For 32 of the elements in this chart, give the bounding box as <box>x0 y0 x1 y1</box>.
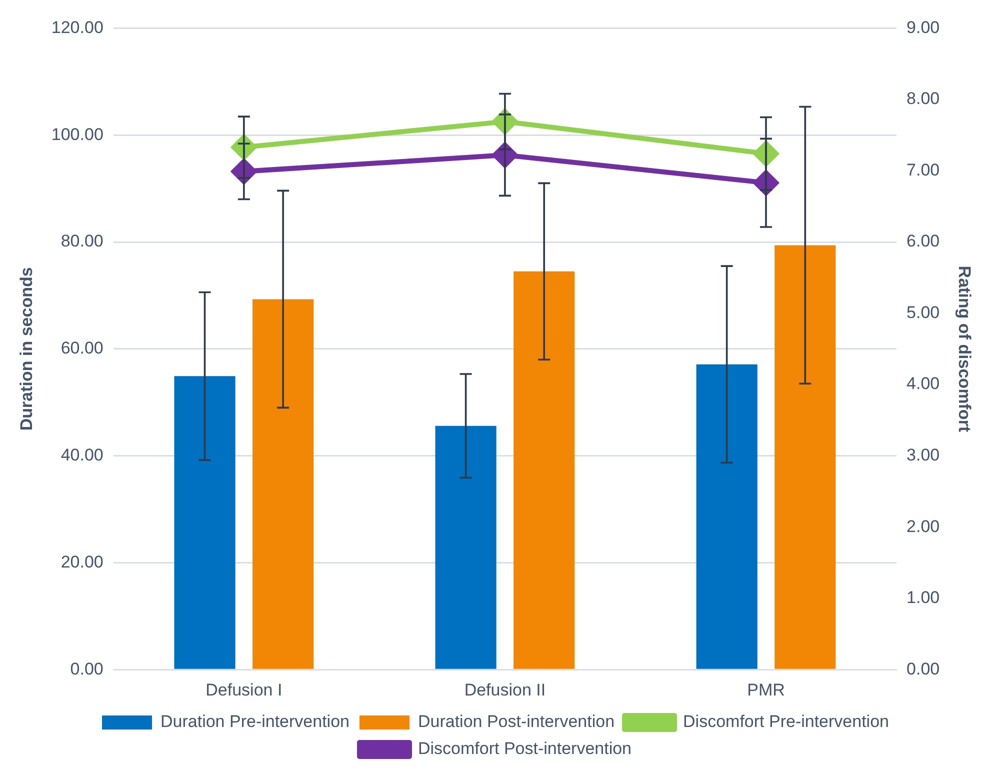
legend-label: Discomfort Post-intervention <box>418 739 632 758</box>
y2-tick-label: 3.00 <box>906 445 940 464</box>
y-tick-label: 0.00 <box>70 659 104 678</box>
y-axis-title: Duration in seconds <box>16 267 36 431</box>
y-tick-label: 40.00 <box>60 445 104 464</box>
y2-tick-label: 4.00 <box>906 374 940 394</box>
bar <box>696 364 758 669</box>
y2-tick-label: 0.00 <box>906 659 940 678</box>
y-tick-label: 80.00 <box>60 232 104 251</box>
y-tick-label: 60.00 <box>60 338 104 358</box>
bar <box>252 299 314 669</box>
y-tick-label: 20.00 <box>60 552 104 572</box>
bar <box>435 426 496 669</box>
y2-tick-label: 2.00 <box>906 516 940 536</box>
legend-label: Duration Pre-intervention <box>160 712 350 732</box>
y-tick-label: 100.00 <box>51 124 104 144</box>
x-tick-label: Defusion I <box>206 680 282 700</box>
legend-label: Duration Post-intervention <box>418 712 615 732</box>
y2-axis-title: Rating of discomfort <box>955 266 974 432</box>
y-tick-label: 120.00 <box>51 18 104 37</box>
bar <box>514 271 575 669</box>
bar <box>774 245 836 669</box>
y2-tick-label: 5.00 <box>906 302 940 322</box>
bar <box>174 376 236 669</box>
x-tick-label: PMR <box>747 680 785 700</box>
legend-label: Discomfort Pre-intervention <box>683 712 890 732</box>
x-tick-label: Defusion II <box>464 680 546 700</box>
y2-tick-label: 7.00 <box>906 160 940 180</box>
y2-tick-label: 1.00 <box>906 588 940 608</box>
y2-tick-label: 9.00 <box>906 18 940 37</box>
y2-tick-label: 8.00 <box>906 89 940 108</box>
y2-tick-label: 6.00 <box>906 232 940 251</box>
